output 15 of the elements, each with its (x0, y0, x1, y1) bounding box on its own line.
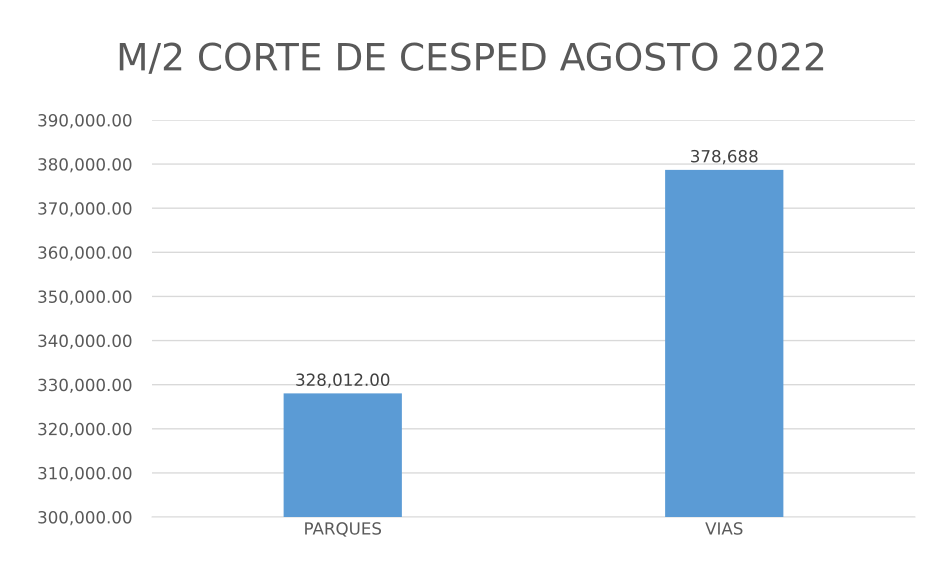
y-tick-label: 320,000.00 (38, 422, 132, 438)
y-tick-label: 300,000.00 (38, 510, 132, 526)
y-tick-label: 340,000.00 (38, 334, 132, 349)
chart-title: M/2 CORTE DE CESPED AGOSTO 2022 (120, 42, 824, 74)
y-tick-label: 330,000.00 (38, 378, 132, 393)
x-tick-label: VIAS (705, 522, 742, 535)
y-tick-label: 360,000.00 (38, 246, 132, 261)
data-label: 328,012.00 (296, 373, 390, 388)
y-tick-label: 370,000.00 (38, 202, 132, 216)
y-tick-label: 310,000.00 (38, 466, 132, 482)
x-tick-label: PARQUES (305, 522, 382, 537)
y-tick-label: 390,000.00 (38, 114, 132, 128)
data-label: 378,688 (691, 150, 758, 164)
y-tick-label: 350,000.00 (38, 290, 132, 305)
y-tick-label: 380,000.00 (38, 158, 132, 172)
